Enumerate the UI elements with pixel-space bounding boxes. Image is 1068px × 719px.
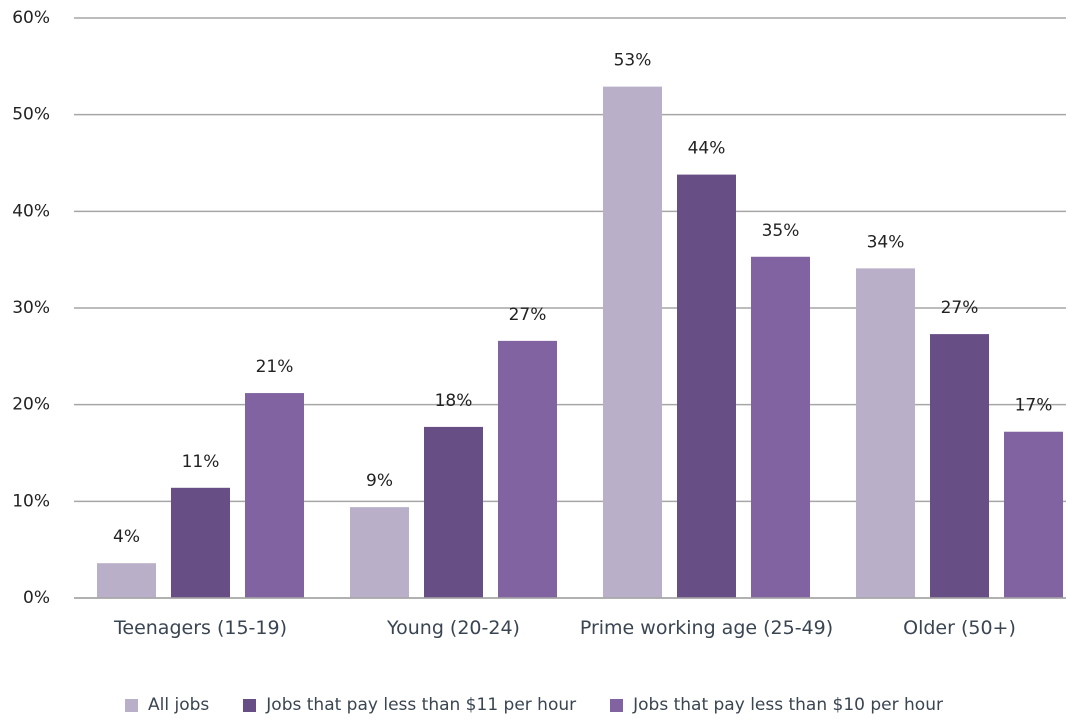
y-tick-label: 60% — [12, 8, 50, 28]
bar — [97, 563, 156, 598]
legend-label: Jobs that pay less than $11 per hour — [266, 695, 577, 715]
data-label: 27% — [509, 305, 547, 325]
legend: All jobs Jobs that pay less than $11 per … — [0, 695, 1068, 715]
data-label: 27% — [941, 298, 979, 318]
bar — [424, 426, 483, 598]
data-label: 11% — [182, 452, 220, 472]
bar — [1004, 431, 1063, 598]
legend-item: Jobs that pay less than $11 per hour — [243, 695, 576, 715]
legend-swatch — [243, 698, 257, 712]
y-tick-label: 30% — [12, 298, 50, 318]
data-label: 35% — [762, 221, 800, 241]
bar — [245, 393, 304, 598]
data-label: 34% — [867, 232, 905, 252]
y-tick-label: 20% — [12, 395, 50, 415]
data-label: 9% — [366, 471, 393, 491]
x-tick-label: Young (20-24) — [387, 617, 520, 639]
bar — [603, 86, 662, 598]
data-label: 17% — [1015, 396, 1053, 416]
legend-item: Jobs that pay less than $10 per hour — [610, 695, 943, 715]
x-tick-label: Prime working age (25-49) — [579, 617, 834, 639]
legend-label: All jobs — [148, 695, 210, 715]
bar — [930, 334, 989, 598]
data-label: 21% — [256, 357, 294, 377]
bar — [171, 487, 230, 598]
y-tick-label: 50% — [12, 105, 50, 125]
legend-swatch — [125, 698, 139, 712]
bar — [677, 174, 736, 598]
x-tick-label: Teenagers (15-19) — [114, 617, 287, 639]
bar — [498, 340, 557, 598]
data-label: 4% — [113, 527, 140, 547]
x-tick-label: Older (50+) — [903, 617, 1016, 639]
legend-swatch — [610, 698, 624, 712]
y-tick-label: 40% — [12, 201, 50, 221]
legend-label: Jobs that pay less than $10 per hour — [633, 695, 943, 715]
y-tick-label: 10% — [12, 491, 50, 511]
bar — [751, 256, 810, 598]
bar — [856, 268, 915, 598]
data-label: 18% — [435, 391, 473, 411]
y-tick-label: 0% — [23, 588, 50, 608]
data-label: 53% — [614, 51, 652, 71]
data-label: 44% — [688, 139, 726, 159]
legend-item: All jobs — [125, 695, 209, 715]
bar — [350, 507, 409, 598]
